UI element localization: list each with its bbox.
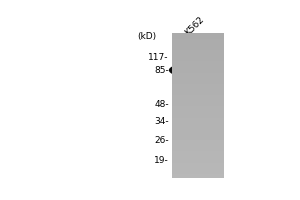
Text: 19-: 19- <box>154 156 169 165</box>
Text: 48-: 48- <box>154 100 169 109</box>
Text: 117-: 117- <box>148 53 169 62</box>
Text: 26-: 26- <box>154 136 169 145</box>
Ellipse shape <box>169 64 206 77</box>
Text: 85-: 85- <box>154 66 169 75</box>
Text: 34-: 34- <box>154 117 169 126</box>
Text: (kD): (kD) <box>137 32 156 41</box>
Text: K562: K562 <box>183 14 206 37</box>
